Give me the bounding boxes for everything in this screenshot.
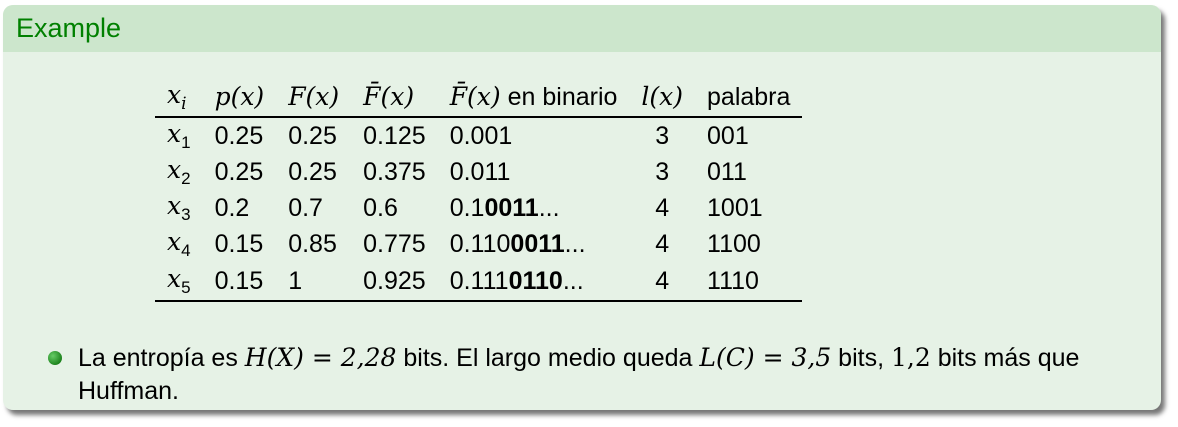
cell-binary: 0.011: [449, 157, 511, 186]
cell-word: 1110: [695, 262, 803, 302]
table-row: x4 0.15 0.85 0.775 0.1100011... 4 1100: [155, 226, 802, 262]
cell-Fbar: 0.925: [351, 262, 438, 302]
cell-binary: 0.001: [449, 121, 513, 150]
cell-F: 0.25: [288, 121, 337, 150]
cell-Fbar: 0.125: [363, 121, 426, 150]
cell-p: 0.15: [214, 229, 264, 258]
cell-F: 1: [276, 262, 352, 302]
cell-x: x2: [167, 155, 191, 188]
cell-binary: 0.1100011...: [449, 229, 586, 258]
cell-l: 3: [655, 157, 670, 186]
cell-word: 001: [707, 121, 749, 150]
cell-Fbar: 0.775: [363, 229, 426, 258]
cell-l: 3: [655, 121, 670, 150]
cell-binary: 0.10011...: [449, 193, 560, 222]
cell-word: 011: [707, 157, 747, 186]
example-block: Example xi p(x) F(x) F̄(x) F̄(x) en bina…: [3, 5, 1161, 410]
table-row: x1 0.25 0.25 0.125 0.001 3 001: [155, 117, 802, 154]
cell-x: x3: [167, 191, 191, 224]
cell-x: x1: [167, 119, 191, 152]
col-word: palabra: [695, 78, 803, 118]
cell-F: 0.7: [288, 193, 323, 222]
table-row: x5 0.15 1 0.925 0.1110110... 4 1110: [155, 262, 803, 302]
col-p: p(x): [202, 78, 277, 118]
cell-Fbar: 0.6: [363, 193, 398, 222]
cell-x: x5: [155, 262, 203, 302]
cell-l: 4: [629, 262, 696, 302]
cell-x: x4: [167, 227, 191, 260]
col-l: l(x): [629, 78, 696, 118]
block-title: Example: [3, 5, 1161, 52]
cell-word: 1100: [707, 229, 761, 258]
col-F: F(x): [276, 78, 352, 118]
cell-p: 0.25: [214, 121, 264, 150]
table-row: x2 0.25 0.25 0.375 0.011 3 011: [155, 154, 802, 190]
cell-F: 0.85: [288, 229, 337, 258]
bullet-icon: [48, 351, 62, 365]
table-header-row: xi p(x) F(x) F̄(x) F̄(x) en binario l(x)…: [155, 78, 803, 118]
cell-p: 0.15: [202, 262, 277, 302]
code-table: xi p(x) F(x) F̄(x) F̄(x) en binario l(x)…: [155, 78, 803, 302]
col-xi: xi: [155, 78, 203, 118]
col-binary: F̄(x) en binario: [437, 78, 630, 118]
cell-p: 0.25: [214, 157, 264, 186]
cell-binary: 0.1110110...: [437, 262, 630, 302]
cell-l: 4: [655, 193, 670, 222]
cell-word: 1001: [707, 193, 763, 222]
cell-p: 0.2: [214, 193, 250, 222]
col-Fbar: F̄(x): [351, 78, 438, 118]
table-row: x3 0.2 0.7 0.6 0.10011... 4 1001: [155, 190, 802, 226]
bullet-item: La entropía es H(X) = 2,28 bits. El larg…: [48, 341, 1158, 408]
cell-Fbar: 0.375: [363, 157, 426, 186]
cell-l: 4: [655, 229, 670, 258]
cell-F: 0.25: [288, 157, 337, 186]
